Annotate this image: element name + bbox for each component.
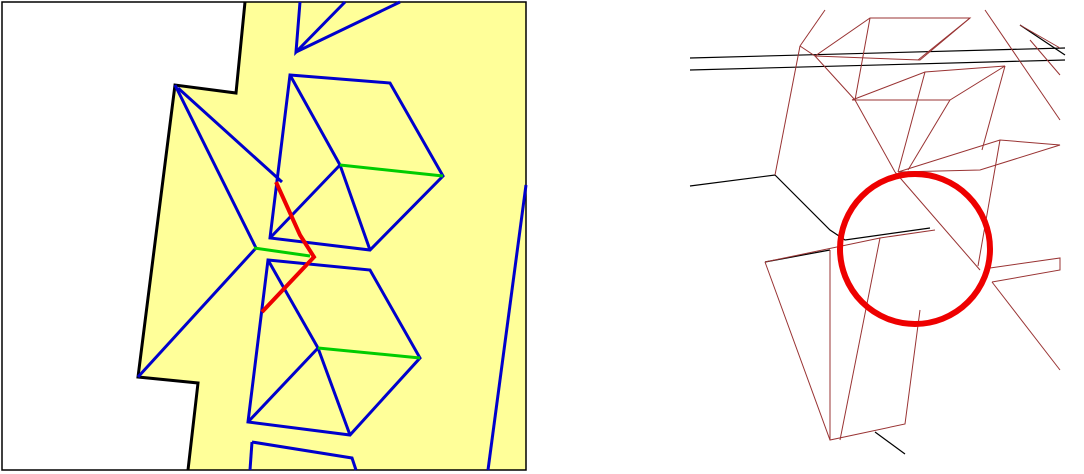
- dark-wires: [689, 24, 1066, 455]
- black-outline: [136, 1, 247, 471]
- right-wireframe-canvas: [689, 9, 1066, 455]
- blue-edges: [136, 0, 528, 471]
- highlight-circle: [837, 171, 993, 327]
- green-edges: [253, 163, 444, 360]
- yellow-region: [138, 2, 526, 470]
- left-diagram-panel: [0, 0, 530, 474]
- brown-wires: [764, 9, 1061, 441]
- red-edges: [260, 181, 317, 314]
- right-wireframe-panel: [680, 0, 1080, 474]
- left-diagram-canvas: [1, 0, 528, 471]
- left-frame: [1, 1, 527, 471]
